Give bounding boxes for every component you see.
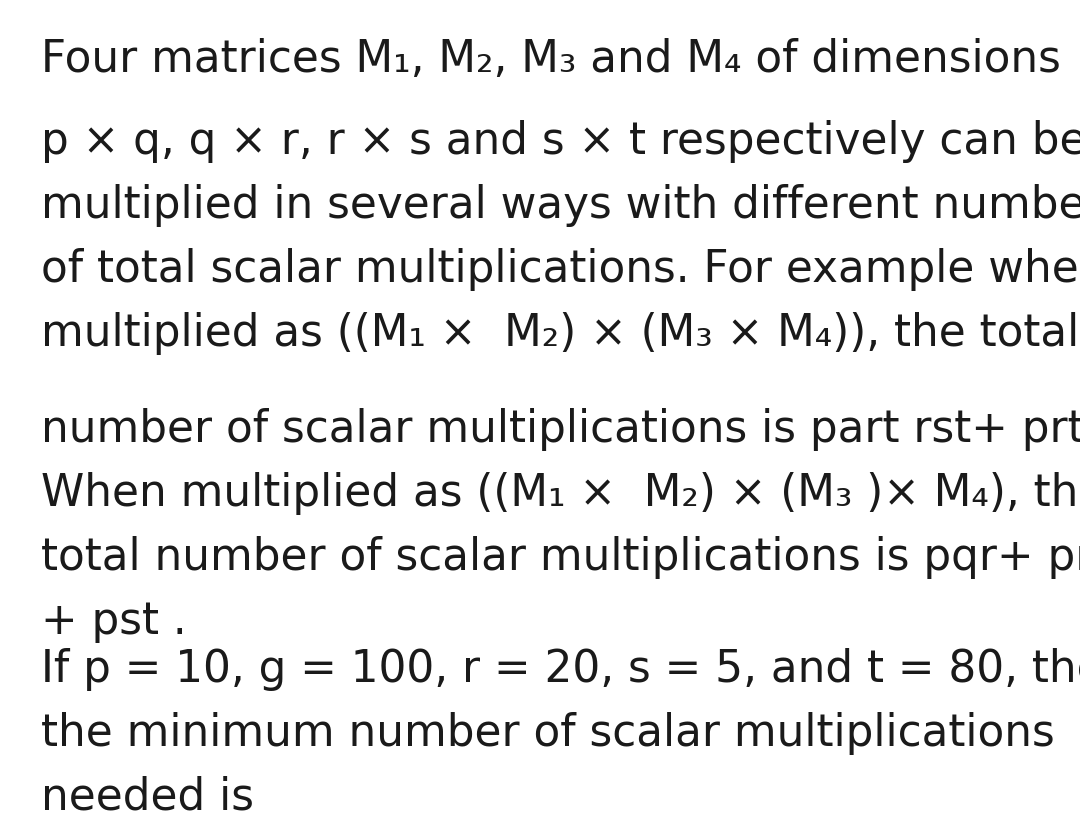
Text: multiplied as ((M₁ ×  M₂) × (M₃ × M₄)), the total: multiplied as ((M₁ × M₂) × (M₃ × M₄)), t… [41, 312, 1079, 355]
Text: multiplied in several ways with different number: multiplied in several ways with differen… [41, 184, 1080, 227]
Text: Four matrices M₁, M₂, M₃ and M₄ of dimensions: Four matrices M₁, M₂, M₃ and M₄ of dimen… [41, 38, 1061, 81]
Text: number of scalar multiplications is part rst+ prt.: number of scalar multiplications is part… [41, 408, 1080, 451]
Text: p × q, q × r, r × s and s × t respectively can be: p × q, q × r, r × s and s × t respective… [41, 120, 1080, 163]
Text: the minimum number of scalar multiplications: the minimum number of scalar multiplicat… [41, 712, 1055, 755]
Text: If p = 10, g = 100, r = 20, s = 5, and t = 80, then: If p = 10, g = 100, r = 20, s = 5, and t… [41, 648, 1080, 691]
Text: of total scalar multiplications. For example when: of total scalar multiplications. For exa… [41, 248, 1080, 291]
Text: total number of scalar multiplications is pqr+ prs: total number of scalar multiplications i… [41, 536, 1080, 579]
Text: needed is: needed is [41, 776, 254, 819]
Text: When multiplied as ((M₁ ×  M₂) × (M₃ )× M₄), the: When multiplied as ((M₁ × M₂) × (M₃ )× M… [41, 472, 1080, 515]
Text: + pst .: + pst . [41, 600, 187, 643]
